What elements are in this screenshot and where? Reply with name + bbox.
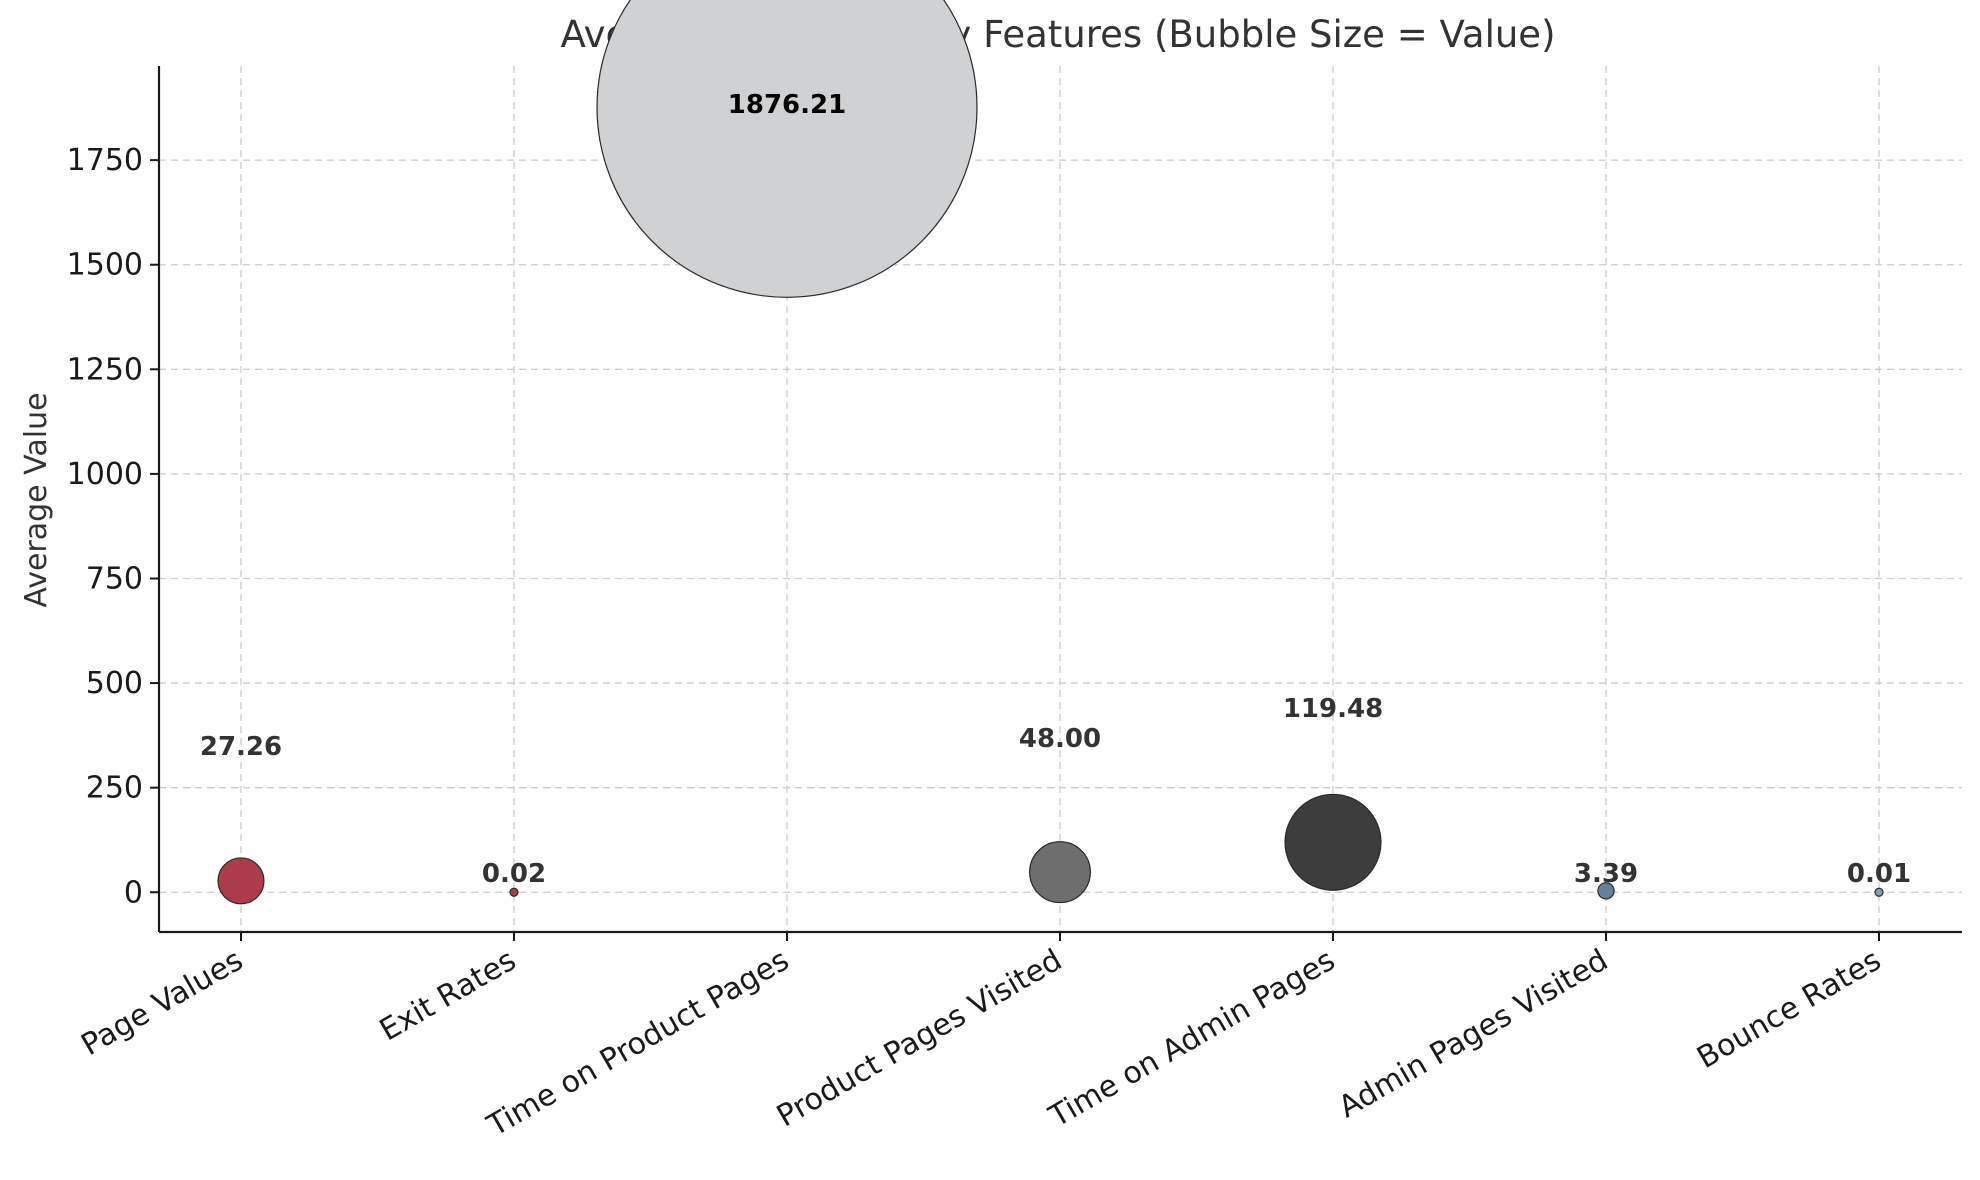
bubble-point	[1284, 793, 1382, 891]
data-label: 48.00	[1019, 724, 1101, 754]
bubble-point	[509, 887, 519, 897]
data-label: 3.39	[1574, 859, 1638, 889]
data-label-layer: 27.26 0.02 1876.21 48.00 119.48 3.39 0.01	[200, 90, 1911, 889]
y-tick-label: 1750	[67, 143, 143, 178]
data-label: 119.48	[1283, 694, 1383, 724]
y-tick-label: 500	[86, 666, 143, 701]
x-tick-label: Bounce Rates	[1691, 943, 1887, 1076]
data-label: 0.02	[482, 859, 546, 889]
bubble-point	[1874, 887, 1884, 897]
data-label: 0.01	[1847, 859, 1911, 889]
bubble-layer	[217, 0, 1884, 905]
data-label: 27.26	[200, 732, 282, 762]
x-tick-label: Exit Rates	[374, 943, 522, 1049]
y-tick-label: 1500	[67, 248, 143, 283]
y-tick-label: 0	[124, 875, 143, 910]
bubble-point	[1597, 882, 1615, 900]
y-tick-label: 1000	[67, 457, 143, 492]
x-tick-label: Product Pages Visited	[771, 943, 1068, 1135]
x-tick-label: Time on Product Pages	[481, 943, 795, 1145]
x-tick-label: Page Values	[75, 943, 249, 1063]
y-tick-label: 250	[86, 771, 143, 806]
grid-layer	[159, 66, 1962, 932]
y-tick-label: 750	[86, 561, 143, 596]
data-label: 1876.21	[728, 90, 846, 120]
y-axis-label: Average Value	[19, 392, 54, 607]
bubble-point	[596, 0, 978, 298]
x-tick-label: Time on Admin Pages	[1043, 943, 1341, 1135]
bubble-point	[217, 857, 265, 905]
y-tick-layer: 0 250 500 750 1000 1250 1500 1750	[67, 143, 159, 910]
x-tick-label: Admin Pages Visited	[1333, 943, 1614, 1125]
bubble-point	[1029, 841, 1091, 904]
y-tick-label: 1250	[67, 352, 143, 387]
